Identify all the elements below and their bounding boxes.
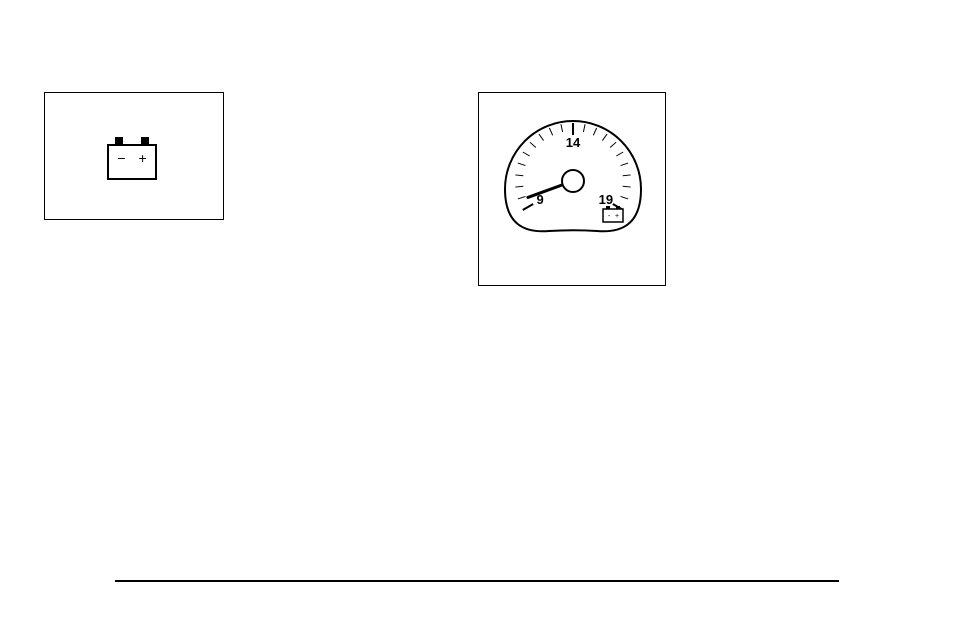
battery-icon: −+ (45, 93, 225, 221)
battery-icon-panel: −+ (44, 92, 224, 220)
svg-text:19: 19 (599, 192, 613, 207)
svg-text:+: + (615, 213, 619, 220)
svg-text:+: + (138, 150, 146, 166)
horizontal-divider (115, 580, 839, 582)
svg-text:−: − (117, 150, 125, 166)
voltmeter-gauge: 91419-+ (479, 93, 667, 287)
voltmeter-gauge-panel: 91419-+ (478, 92, 666, 286)
svg-text:14: 14 (566, 135, 581, 150)
